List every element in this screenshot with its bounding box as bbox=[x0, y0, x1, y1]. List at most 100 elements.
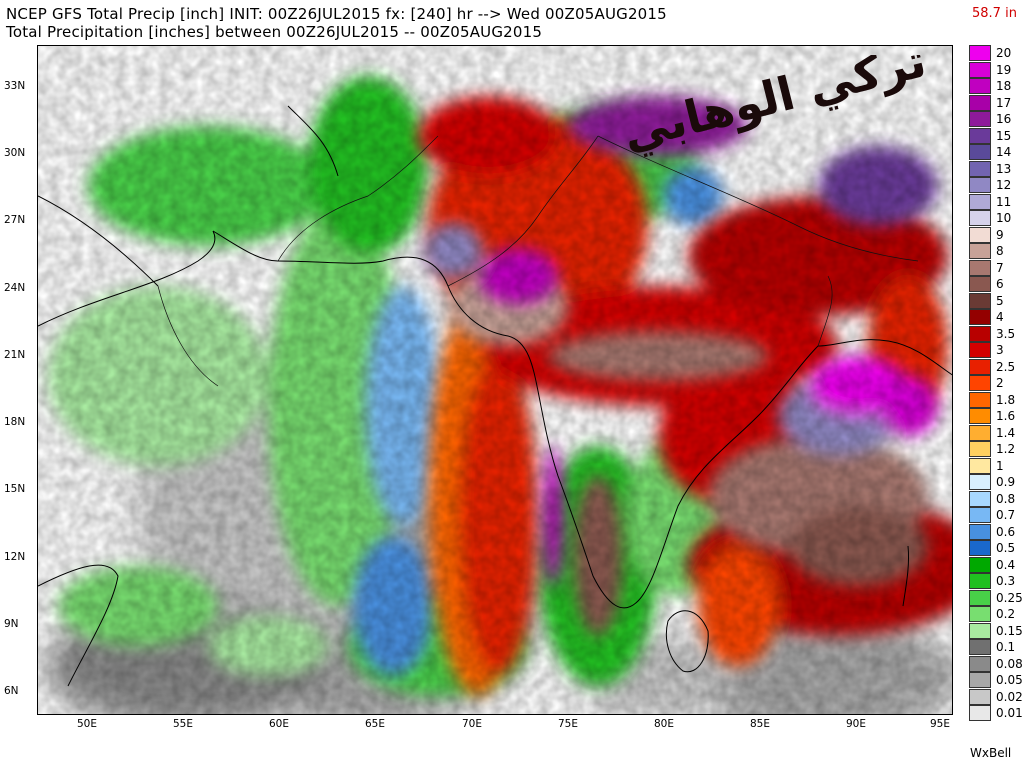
legend-swatch bbox=[969, 424, 991, 441]
legend-item: 0.9 bbox=[969, 474, 1022, 490]
legend-item: 3.5 bbox=[969, 325, 1022, 342]
legend-swatch bbox=[969, 639, 991, 655]
lat-tick: 6N bbox=[4, 685, 19, 697]
lat-tick: 33N bbox=[4, 80, 26, 92]
legend-label: 0.02 bbox=[996, 689, 1023, 704]
lat-tick: 18N bbox=[4, 416, 26, 428]
legend-swatch bbox=[969, 276, 991, 292]
legend-label: 1.4 bbox=[996, 425, 1016, 440]
lon-tick: 90E bbox=[846, 718, 866, 730]
lon-tick: 55E bbox=[173, 718, 193, 730]
legend-label: 2.5 bbox=[996, 359, 1016, 374]
legend-item: 4 bbox=[969, 309, 1022, 325]
legend-swatch bbox=[969, 358, 991, 375]
legend-item: 0.5 bbox=[969, 540, 1022, 556]
legend-item: 0.4 bbox=[969, 556, 1022, 573]
legend-item: 8 bbox=[969, 243, 1022, 259]
legend-label: 1.6 bbox=[996, 409, 1016, 423]
legend-label: 1 bbox=[996, 458, 1004, 473]
precip-map bbox=[37, 45, 953, 715]
lat-tick: 21N bbox=[4, 349, 26, 361]
legend-item: 1 bbox=[969, 457, 1022, 474]
legend-item: 15 bbox=[969, 127, 1022, 144]
legend-item: 0.02 bbox=[969, 688, 1023, 705]
legend-label: 1.2 bbox=[996, 442, 1016, 456]
lon-tick: 75E bbox=[558, 718, 578, 730]
legend-label: 11 bbox=[996, 194, 1012, 209]
legend-item: 2 bbox=[969, 375, 1022, 391]
legend-label: 0.8 bbox=[996, 491, 1016, 506]
chart-title: NCEP GFS Total Precip [inch] INIT: 00Z26… bbox=[6, 5, 667, 23]
legend-item: 2.5 bbox=[969, 358, 1022, 375]
legend-label: 15 bbox=[996, 128, 1012, 143]
legend-item: 1.6 bbox=[969, 408, 1022, 424]
legend-item: 5 bbox=[969, 292, 1022, 309]
legend-item: 0.05 bbox=[969, 672, 1023, 688]
legend-label: 3 bbox=[996, 343, 1004, 357]
legend-swatch bbox=[969, 193, 991, 210]
legend-label: 0.2 bbox=[996, 607, 1016, 621]
legend-item: 19 bbox=[969, 61, 1022, 78]
legend-item: 0.8 bbox=[969, 490, 1022, 507]
legend-item: 20 bbox=[969, 45, 1022, 61]
legend-swatch bbox=[969, 622, 991, 639]
legend-swatch bbox=[969, 573, 991, 589]
credit-label: WxBell bbox=[970, 746, 1012, 760]
legend-swatch bbox=[969, 127, 991, 144]
legend-item: 14 bbox=[969, 144, 1022, 160]
legend-item: 1.4 bbox=[969, 424, 1022, 441]
legend-swatch bbox=[969, 441, 991, 457]
lon-tick: 85E bbox=[750, 718, 770, 730]
legend-swatch bbox=[969, 210, 991, 226]
legend-item: 1.8 bbox=[969, 391, 1022, 408]
legend-swatch bbox=[969, 61, 991, 78]
legend-label: 0.9 bbox=[996, 475, 1016, 489]
legend-swatch bbox=[969, 391, 991, 408]
legend-label: 0.25 bbox=[996, 590, 1023, 605]
legend-item: 13 bbox=[969, 160, 1022, 177]
legend-swatch bbox=[969, 474, 991, 490]
legend-item: 0.1 bbox=[969, 639, 1022, 655]
color-legend: 20 19 18 17 16 15 14 13 12 11 10 9 8 7 6 5 4 3.5 3 2.5 2 1.8 1… bbox=[969, 45, 1023, 722]
legend-item: 0.25 bbox=[969, 589, 1023, 606]
legend-swatch bbox=[969, 589, 991, 606]
legend-item: 3 bbox=[969, 342, 1022, 358]
legend-item: 1.2 bbox=[969, 441, 1022, 457]
legend-item: 18 bbox=[969, 78, 1022, 94]
chart-subtitle: Total Precipitation [inches] between 00Z… bbox=[6, 23, 543, 41]
legend-item: 12 bbox=[969, 177, 1022, 193]
legend-swatch bbox=[969, 457, 991, 474]
legend-swatch bbox=[969, 705, 991, 721]
legend-swatch bbox=[969, 606, 991, 622]
legend-swatch bbox=[969, 78, 991, 94]
lon-tick: 50E bbox=[77, 718, 97, 730]
legend-item: 0.08 bbox=[969, 655, 1023, 672]
lat-tick: 27N bbox=[4, 214, 26, 226]
lat-tick: 24N bbox=[4, 282, 26, 294]
legend-label: 4 bbox=[996, 310, 1004, 324]
legend-label: 2 bbox=[996, 376, 1004, 390]
legend-label: 0.7 bbox=[996, 508, 1016, 522]
legend-swatch bbox=[969, 342, 991, 358]
precip-field bbox=[38, 46, 952, 714]
legend-item: 0.3 bbox=[969, 573, 1022, 589]
legend-swatch bbox=[969, 160, 991, 177]
legend-label: 8 bbox=[996, 244, 1004, 258]
legend-item: 0.01 bbox=[969, 705, 1023, 721]
lat-tick: 30N bbox=[4, 147, 26, 159]
legend-swatch bbox=[969, 292, 991, 309]
legend-swatch bbox=[969, 309, 991, 325]
legend-swatch bbox=[969, 111, 991, 127]
lon-tick: 65E bbox=[365, 718, 385, 730]
legend-label: 5 bbox=[996, 293, 1004, 308]
lon-tick: 70E bbox=[462, 718, 482, 730]
legend-item: 17 bbox=[969, 94, 1022, 111]
legend-swatch bbox=[969, 507, 991, 523]
legend-swatch bbox=[969, 490, 991, 507]
legend-swatch bbox=[969, 375, 991, 391]
legend-label: 16 bbox=[996, 112, 1012, 126]
legend-label: 0.3 bbox=[996, 574, 1016, 588]
legend-label: 20 bbox=[996, 46, 1012, 60]
legend-label: 12 bbox=[996, 178, 1012, 192]
legend-item: 11 bbox=[969, 193, 1022, 210]
